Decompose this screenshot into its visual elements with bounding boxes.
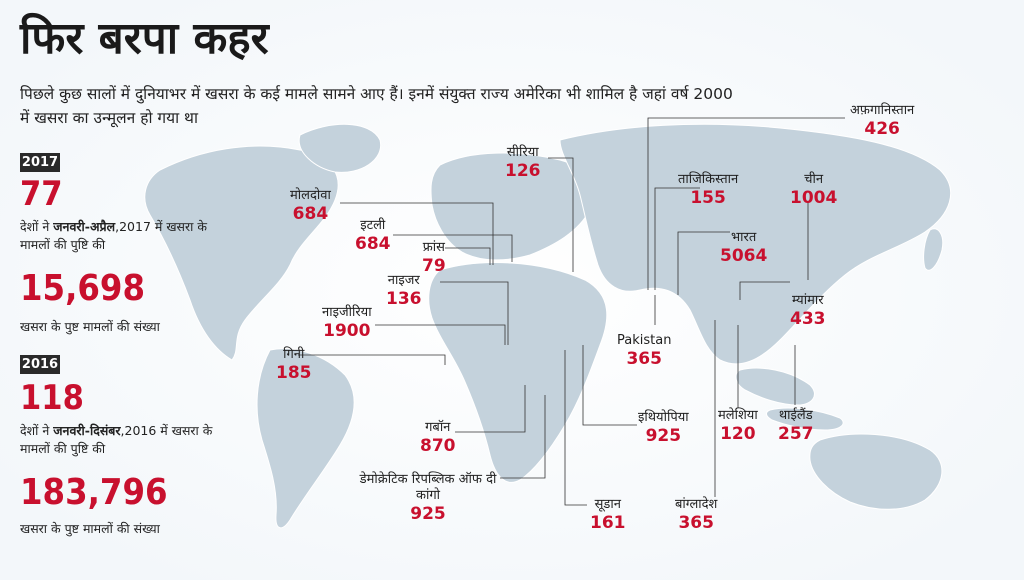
countries-note-2016: देशों ने जनवरी-दिसंबर,2016 में खसरा के म…: [20, 423, 213, 456]
countries-count-2016: 118: [20, 378, 84, 418]
subtitle: पिछले कुछ सालों में दुनियाभर में खसरा के…: [20, 85, 733, 127]
label-moldova: मोलदोवा 684: [290, 188, 331, 224]
cases-count-2016: 183,796: [20, 472, 168, 513]
north-america-landmass: [144, 145, 339, 361]
countries-count-2017: 77: [20, 174, 63, 214]
countries-note-2017: देशों ने जनवरी-अप्रैल,2017 में खसरा के म…: [20, 219, 207, 252]
label-gabon: गबॉन 870: [420, 420, 456, 456]
label-malaysia: मलेशिया 120: [718, 408, 758, 444]
label-ethiopia: इथियोपिया 925: [638, 410, 689, 446]
label-myanmar: म्यांमार 433: [790, 293, 826, 329]
label-guinea: गिनी 185: [276, 347, 312, 383]
indonesia-landmass: [766, 407, 844, 431]
label-china: चीन 1004: [790, 172, 838, 208]
label-sudan: सूडान 161: [590, 497, 626, 533]
label-italy: इटली 684: [355, 218, 391, 254]
page-title: फिर बरपा कहर: [20, 13, 269, 64]
south-america-landmass: [256, 348, 355, 529]
greenland-landmass: [298, 123, 382, 173]
europe-landmass: [430, 152, 595, 261]
japan-landmass: [923, 228, 944, 271]
year-badge-2017: 2017: [20, 153, 60, 172]
label-france: फ्रांस 79: [422, 240, 446, 276]
label-thailand: थाईलैंड 257: [778, 408, 814, 444]
asia-landmass: [559, 123, 952, 365]
label-pakistan: Pakistan 365: [617, 333, 672, 369]
label-dr-congo: डेमोक्रेटिक रिपब्लिक ऑफ दी कांगो 925: [359, 472, 497, 524]
label-syria: सीरिया 126: [505, 145, 541, 181]
label-india: भारत 5064: [720, 230, 768, 266]
australia-landmass: [809, 433, 943, 510]
label-nigeria: नाइजीरिया 1900: [322, 305, 372, 341]
label-niger: नाइजर 136: [386, 273, 422, 309]
label-afghanistan: अफ़गानिस्तान 426: [850, 103, 915, 139]
cases-count-2017: 15,698: [20, 268, 145, 309]
leader-lines: [298, 117, 845, 506]
africa-landmass: [428, 262, 608, 483]
cases-note-2016: खसरा के पुष्ट मामलों की संख्या: [20, 521, 160, 536]
cases-note-2017: खसरा के पुष्ट मामलों की संख्या: [20, 319, 160, 334]
label-bangladesh: बांग्लादेश 365: [675, 497, 718, 533]
year-badge-2016: 2016: [20, 355, 60, 374]
label-tajikistan: ताजिकिस्तान 155: [678, 172, 739, 208]
